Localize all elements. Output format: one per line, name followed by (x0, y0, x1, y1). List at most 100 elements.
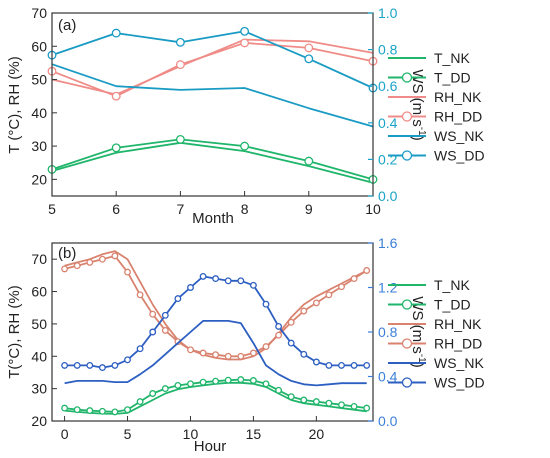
data-point-rh-dd (136, 291, 144, 299)
data-point-t-dd (199, 378, 207, 386)
data-point-t-dd (161, 385, 169, 393)
data-point-t-dd (300, 396, 308, 404)
legend-item-ws-nk: WS_NK (388, 355, 484, 371)
data-point-rh-dd (86, 258, 94, 266)
data-point-t-dd (262, 380, 270, 388)
data-point-t-dd (175, 134, 185, 144)
panel-a-y-axis-label-right-sup: -1 (416, 127, 427, 136)
data-point-t-dd (275, 386, 283, 394)
panel-b-y-ticks-left: 20 30 40 50 60 70 (31, 251, 57, 429)
y-left-tick-label: 70 (31, 251, 47, 267)
y-left-tick-label: 70 (31, 5, 47, 21)
data-point-t-dd (86, 407, 94, 415)
panel-b-y-axis-label-right-sup: -1 (416, 354, 427, 363)
panel-b-legend: T_NK T_DD RH_NK RH_DD WS_NK WS_DD (388, 277, 485, 391)
data-point-t-dd (124, 406, 131, 414)
panel-a-series (47, 26, 378, 184)
series-line-t-nk (51, 141, 374, 184)
y-left-tick-label: 30 (31, 138, 47, 154)
data-point-ws-dd (212, 275, 220, 283)
panel-a-y-axis-label-right-main: WS (m s (409, 69, 426, 127)
panel-b-y-ticks-right: 0.0 0.4 0.8 1.2 1.6 (368, 235, 398, 429)
y-left-tick-label: 60 (31, 38, 47, 54)
data-point-t-dd (187, 380, 194, 388)
data-point-ws-dd (338, 361, 345, 369)
data-point-rh-dd (98, 255, 106, 263)
y-left-tick-label: 20 (31, 171, 47, 187)
panel-b: 0 5 10 15 20 20 30 40 50 60 70 0.0 0.4 0.8 1.2 1.6 (b… (6, 235, 485, 455)
legend-label: RH_DD (434, 336, 482, 352)
data-point-ws-dd (174, 295, 182, 303)
data-point-ws-dd (325, 361, 333, 369)
y-right-tick-label: 0.0 (378, 413, 398, 429)
legend-item-ws-nk: WS_NK (388, 128, 484, 144)
data-point-t-dd (111, 143, 121, 153)
panel-a-y-axis-label-right: WS (m s-1) (409, 69, 427, 140)
data-point-t-dd (237, 376, 245, 384)
y-right-tick-label: 1.6 (378, 235, 398, 251)
data-point-rh-dd (262, 343, 270, 351)
data-point-ws-dd (224, 277, 232, 285)
series-line-ws-dd (51, 30, 374, 89)
legend-item-t-dd: T_DD (388, 297, 471, 313)
data-point-rh-dd (312, 299, 320, 307)
legend-item-rh-nk: RH_NK (388, 89, 482, 105)
data-point-rh-dd (350, 275, 358, 283)
data-point-ws-dd (136, 345, 144, 353)
data-point-rh-dd (338, 283, 345, 291)
panel-a-y-ticks-left: 20 30 40 50 60 70 (31, 5, 57, 187)
data-point-ws-dd (312, 358, 320, 366)
y-right-tick-label: 0.8 (378, 42, 398, 58)
series-line-rh-nk (64, 250, 368, 361)
legend-swatch-marker (401, 299, 413, 310)
data-point-ws-dd (61, 361, 69, 369)
data-point-rh-dd (73, 262, 81, 270)
panel-a-x-axis-label: Month (192, 210, 234, 227)
data-point-rh-dd (287, 318, 295, 326)
data-point-ws-dd (111, 361, 119, 369)
legend-label: RH_NK (434, 89, 482, 105)
data-point-rh-dd (224, 352, 232, 360)
data-point-rh-dd (300, 307, 308, 315)
x-tick-label: 10 (365, 201, 381, 217)
legend-swatch-marker (401, 377, 413, 388)
x-tick-label: 20 (309, 426, 325, 442)
y-right-tick-label: 0.8 (378, 324, 398, 340)
panel-a-y-axis-label-left: T (°C), RH (%) (6, 56, 23, 153)
data-point-ws-dd (363, 361, 371, 369)
data-point-rh-dd (124, 268, 131, 276)
panel-a-label: (a) (58, 17, 76, 34)
data-point-ws-dd (161, 311, 169, 319)
x-tick-label: 5 (48, 201, 56, 217)
data-point-rh-dd (161, 326, 169, 334)
data-point-ws-dd (237, 277, 245, 285)
panel-a-frame (51, 12, 374, 197)
x-tick-label: 7 (177, 201, 185, 217)
data-point-t-dd (224, 376, 232, 384)
panel-a-legend: T_NK T_DD RH_NK RH_DD WS_NK WS_DD (388, 50, 485, 164)
legend-label: WS_NK (434, 128, 484, 144)
panel-b-y-axis-label-right-close: ) (409, 363, 426, 368)
panel-a-y-ticks-right: 0.0 0.2 0.4 0.6 0.8 1.0 (368, 5, 398, 204)
legend-label: T_NK (434, 50, 470, 66)
data-point-rh-dd (175, 60, 185, 70)
legend-item-ws-dd: WS_DD (388, 375, 485, 391)
y-left-tick-label: 50 (31, 72, 47, 88)
series-line-rh-dd (64, 254, 368, 358)
x-tick-label: 6 (112, 201, 120, 217)
panel-b-frame (51, 242, 374, 422)
series-line-t-dd (51, 138, 374, 181)
data-point-t-dd (149, 390, 157, 397)
legend-item-t-nk: T_NK (388, 50, 470, 66)
panel-b-series (61, 250, 371, 416)
data-point-ws-dd (98, 364, 106, 372)
data-point-rh-dd (187, 346, 194, 354)
legend-item-rh-dd: RH_DD (388, 109, 482, 125)
legend-item-rh-nk: RH_NK (388, 316, 482, 332)
x-tick-label: 10 (183, 426, 199, 442)
data-point-rh-dd (111, 252, 119, 260)
panel-b-x-ticks: 0 5 10 15 20 (61, 416, 325, 442)
data-point-rh-dd (240, 38, 250, 48)
series-line-ws-nk (64, 319, 367, 387)
series-line-rh-dd (51, 42, 374, 98)
